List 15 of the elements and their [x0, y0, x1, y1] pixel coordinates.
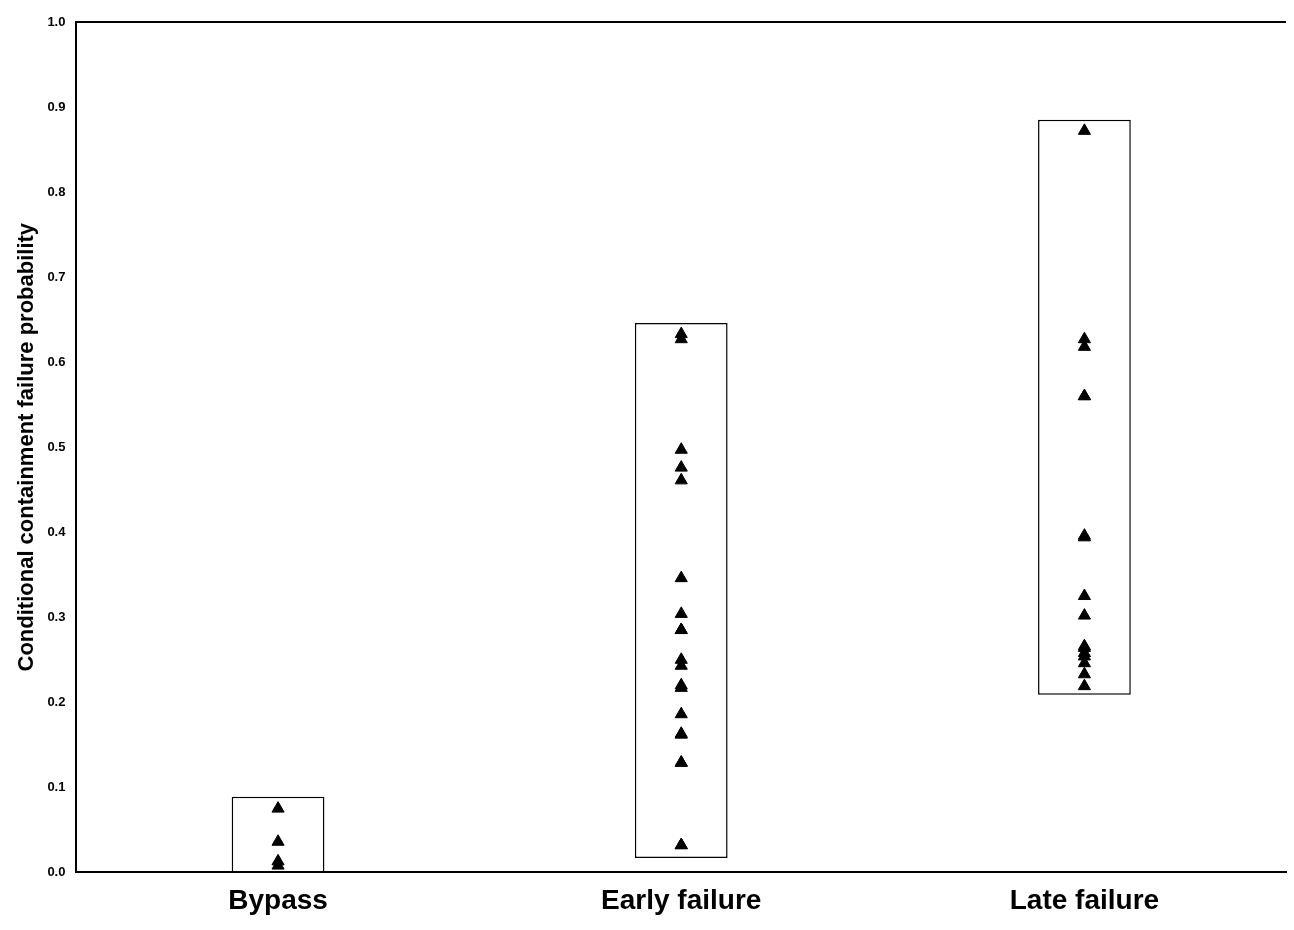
x-tick-label: Late failure: [1009, 883, 1160, 915]
y-tick-label: 0.8: [47, 183, 66, 199]
y-tick-label: 0.1: [47, 778, 66, 794]
y-tick-label: 0.6: [47, 353, 66, 369]
x-tick-label: Early failure: [601, 883, 762, 915]
y-tick-label: 0.9: [47, 98, 66, 114]
y-tick-label: 0.4: [47, 523, 67, 539]
y-tick-label: 0.3: [47, 608, 66, 624]
y-tick-label: 0.0: [47, 863, 66, 879]
y-axis-title: Conditional containment failure probability: [13, 222, 39, 672]
y-tick-label: 0.5: [47, 438, 66, 454]
x-tick-label: Bypass: [228, 883, 328, 915]
y-tick-label: 0.7: [47, 268, 66, 284]
y-tick-label: 1.0: [47, 13, 66, 29]
y-tick-label: 0.2: [47, 693, 66, 709]
